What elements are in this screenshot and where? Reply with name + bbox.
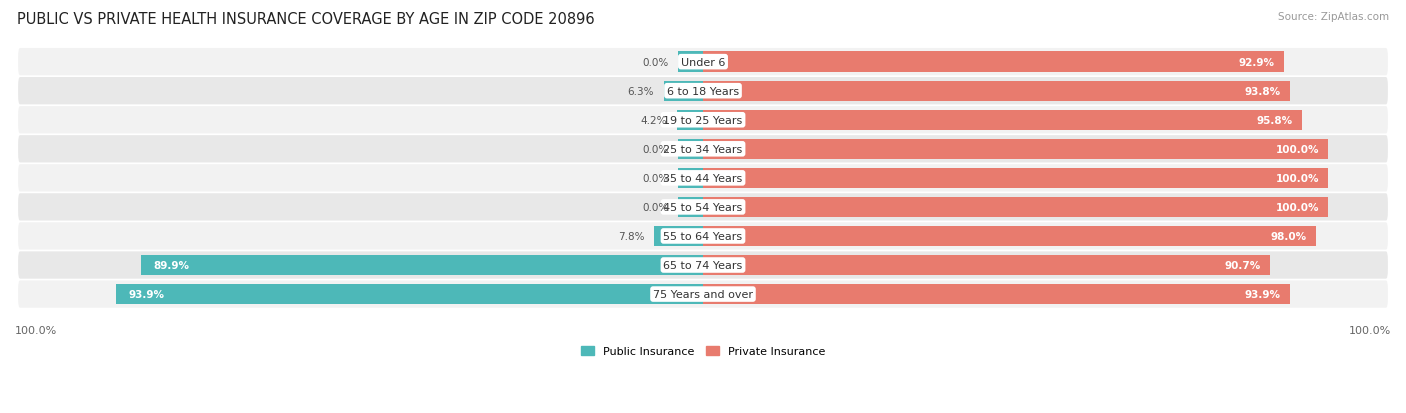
Text: 0.0%: 0.0% (643, 202, 669, 212)
Bar (678, 139, 703, 159)
Text: 93.9%: 93.9% (1244, 290, 1281, 299)
FancyBboxPatch shape (18, 252, 1388, 279)
Bar (676, 110, 703, 131)
Text: 0.0%: 0.0% (643, 57, 669, 67)
Text: 100.0%: 100.0% (1275, 202, 1319, 212)
Text: 65 to 74 Years: 65 to 74 Years (664, 260, 742, 271)
Text: 93.9%: 93.9% (128, 290, 165, 299)
Bar (703, 284, 1291, 304)
Text: Source: ZipAtlas.com: Source: ZipAtlas.com (1278, 12, 1389, 22)
Bar (678, 168, 703, 189)
Bar (703, 255, 1270, 275)
FancyBboxPatch shape (18, 194, 1388, 221)
Bar (703, 197, 1329, 218)
FancyBboxPatch shape (18, 49, 1388, 76)
Text: 89.9%: 89.9% (153, 260, 190, 271)
Text: 35 to 44 Years: 35 to 44 Years (664, 173, 742, 183)
Bar (703, 226, 1316, 247)
Text: 100.0%: 100.0% (1275, 173, 1319, 183)
FancyBboxPatch shape (18, 223, 1388, 250)
Text: 95.8%: 95.8% (1257, 116, 1292, 126)
Text: 25 to 34 Years: 25 to 34 Years (664, 145, 742, 154)
Text: 100.0%: 100.0% (1348, 325, 1391, 335)
Bar (703, 168, 1329, 189)
Bar (141, 255, 703, 275)
FancyBboxPatch shape (18, 136, 1388, 163)
Text: 6 to 18 Years: 6 to 18 Years (666, 86, 740, 97)
Bar (664, 81, 703, 102)
Text: 45 to 54 Years: 45 to 54 Years (664, 202, 742, 212)
Bar (678, 52, 703, 73)
Text: 98.0%: 98.0% (1271, 231, 1306, 241)
Text: 93.8%: 93.8% (1244, 86, 1281, 97)
FancyBboxPatch shape (18, 165, 1388, 192)
Text: 4.2%: 4.2% (641, 116, 668, 126)
Text: 100.0%: 100.0% (1275, 145, 1319, 154)
Legend: Public Insurance, Private Insurance: Public Insurance, Private Insurance (576, 342, 830, 361)
Text: 19 to 25 Years: 19 to 25 Years (664, 116, 742, 126)
Bar (678, 197, 703, 218)
Text: 7.8%: 7.8% (619, 231, 645, 241)
Text: Under 6: Under 6 (681, 57, 725, 67)
FancyBboxPatch shape (18, 281, 1388, 308)
FancyBboxPatch shape (18, 107, 1388, 134)
Text: 92.9%: 92.9% (1239, 57, 1275, 67)
Text: 100.0%: 100.0% (15, 325, 58, 335)
Text: 0.0%: 0.0% (643, 173, 669, 183)
Text: PUBLIC VS PRIVATE HEALTH INSURANCE COVERAGE BY AGE IN ZIP CODE 20896: PUBLIC VS PRIVATE HEALTH INSURANCE COVER… (17, 12, 595, 27)
FancyBboxPatch shape (18, 78, 1388, 105)
Bar (115, 284, 703, 304)
Bar (703, 110, 1302, 131)
Text: 6.3%: 6.3% (627, 86, 654, 97)
Bar (703, 52, 1284, 73)
Text: 75 Years and over: 75 Years and over (652, 290, 754, 299)
Text: 0.0%: 0.0% (643, 145, 669, 154)
Bar (703, 139, 1329, 159)
Bar (654, 226, 703, 247)
Text: 55 to 64 Years: 55 to 64 Years (664, 231, 742, 241)
Bar (703, 81, 1289, 102)
Text: 90.7%: 90.7% (1225, 260, 1261, 271)
